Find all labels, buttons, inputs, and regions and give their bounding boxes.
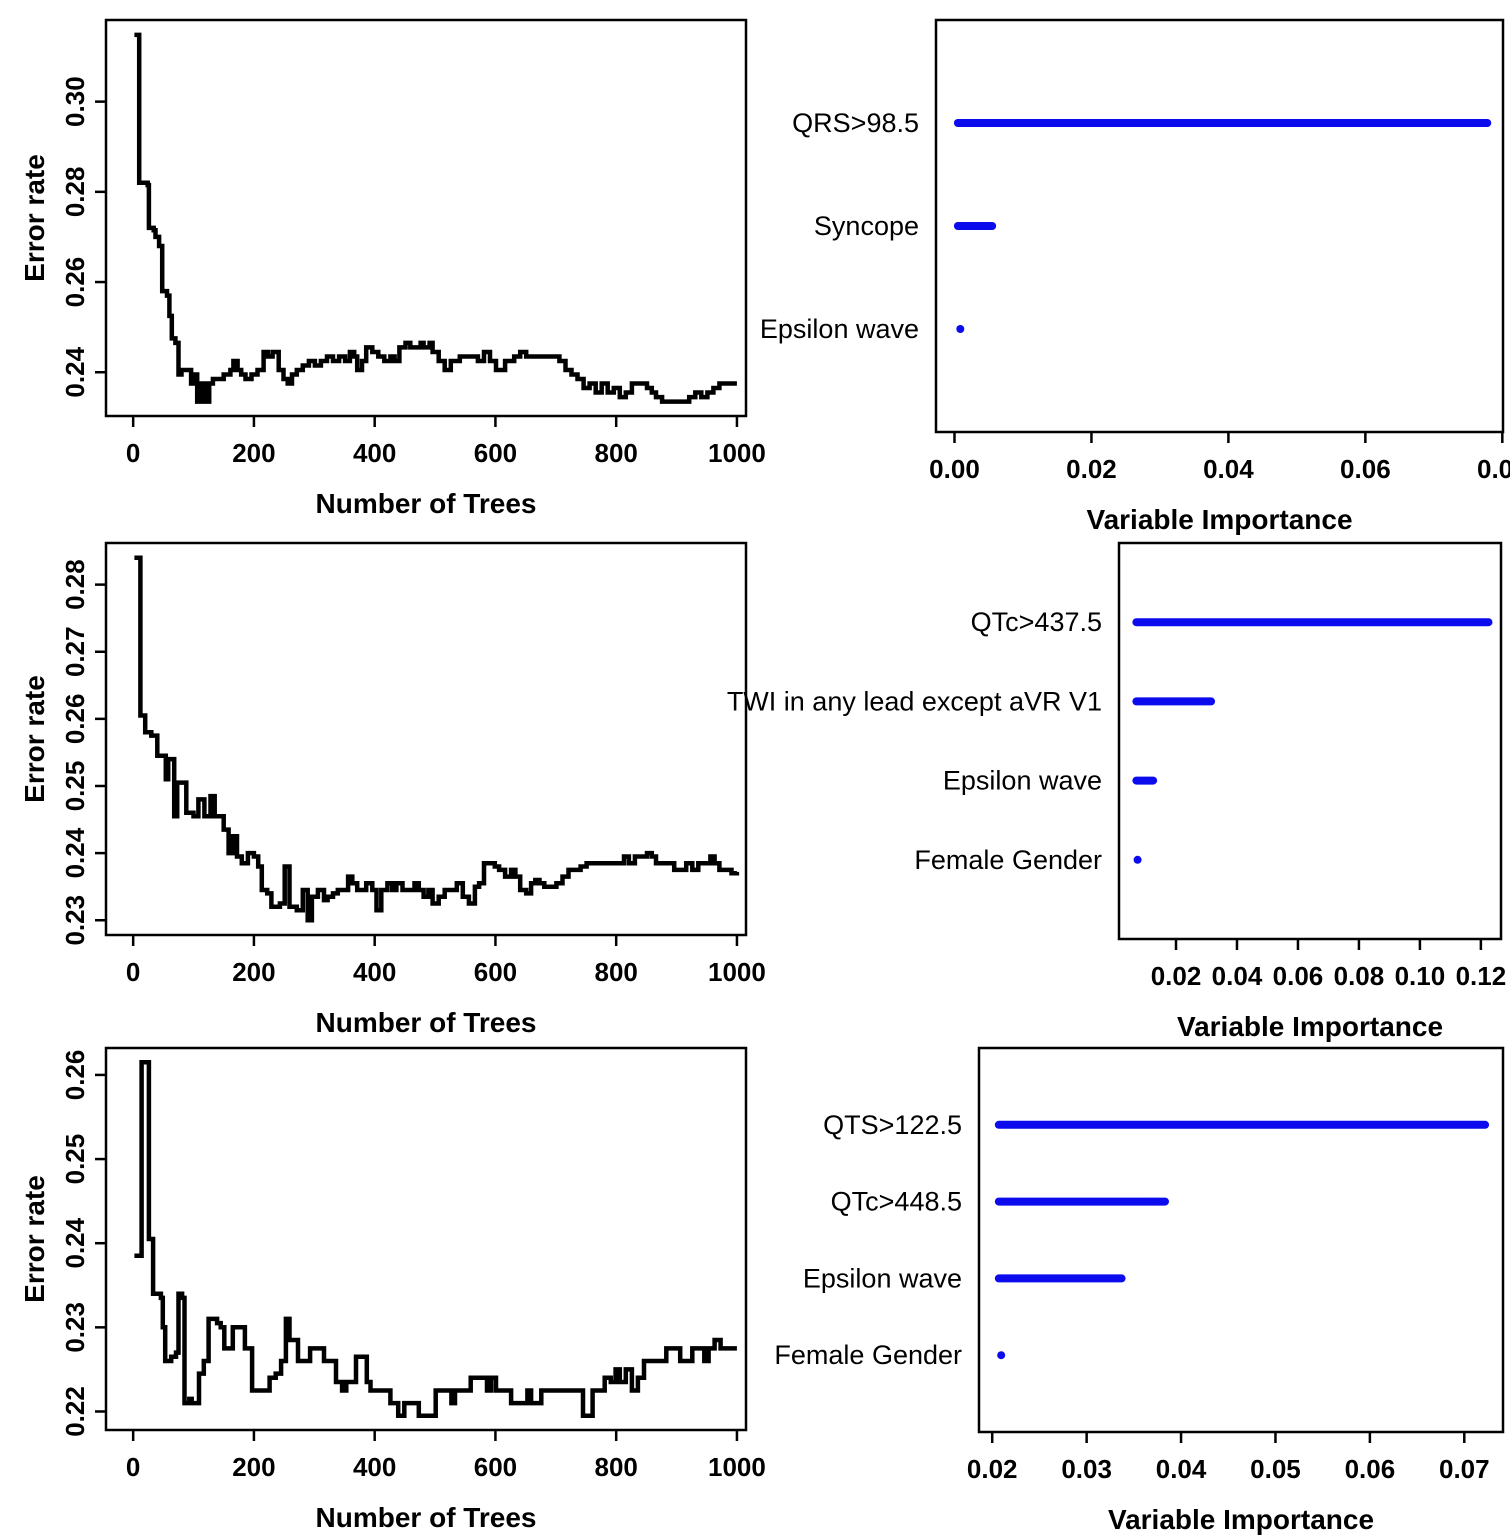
importance-item-label: Epsilon wave (803, 1263, 962, 1293)
x-tick-label: 400 (353, 1452, 396, 1482)
importance-item-label: QRS>98.5 (792, 108, 919, 138)
y-axis-label: Error rate (19, 1175, 50, 1303)
y-tick-label: 0.23 (60, 895, 90, 946)
error-rate-line (134, 1060, 737, 1418)
importance-dot (1133, 855, 1142, 864)
y-tick-label: 0.26 (60, 257, 90, 308)
x-tick-label: 800 (594, 438, 637, 468)
x-tick-label: 600 (474, 438, 517, 468)
importance-item-label: Epsilon wave (943, 766, 1102, 796)
x-tick-label: 0.04 (1203, 454, 1254, 484)
importance-item-label: Epsilon wave (760, 314, 919, 344)
panel-error-rate-1: 0.24 0.26 0.28 0.30 0 200 400 600 800 1000 Number … (0, 0, 766, 519)
variable-importance-chart-3: 0.02 0.03 0.04 0.05 0.06 0.07 Variable Importa… (774, 1046, 1505, 1535)
x-tick-label: 0.02 (1151, 961, 1202, 991)
plot-box (104, 541, 748, 937)
importance-item-label: QTc>437.5 (971, 607, 1102, 637)
x-tick-label: 0.06 (1345, 1454, 1396, 1484)
x-tick-label: 0 (126, 438, 140, 468)
x-tick-label: 400 (353, 957, 396, 987)
x-tick-label: 600 (474, 1452, 517, 1482)
x-tick-label: 0.02 (967, 1454, 1018, 1484)
x-tick-label: 200 (232, 438, 275, 468)
y-tick-label: 0.26 (60, 694, 90, 745)
x-axis-label: Variable Importance (1177, 1011, 1443, 1042)
panel-error-rate-2: 0.23 0.24 0.25 0.26 0.27 0.28 0 200 400 600 800 100… (0, 512, 766, 1038)
x-tick-label: 1000 (708, 1452, 766, 1482)
x-tick-label: 0.04 (1156, 1454, 1207, 1484)
x-tick-label: 800 (594, 957, 637, 987)
y-tick-label: 0.26 (60, 1050, 90, 1101)
y-tick-label: 0.28 (60, 559, 90, 610)
x-tick-label: 0 (126, 957, 140, 987)
panel-variable-importance-1: 0.00 0.02 0.04 0.06 0.08 Variable Importance Q… (755, 0, 1510, 535)
x-tick-label: 0.10 (1395, 961, 1446, 991)
importance-item-label: QTS>122.5 (823, 1110, 962, 1140)
importance-dot (956, 325, 965, 333)
plot-box (934, 18, 1505, 434)
y-tick-label: 0.25 (60, 1134, 90, 1185)
x-tick-label: 0.06 (1273, 961, 1324, 991)
x-tick-label: 1000 (708, 957, 766, 987)
y-tick-label: 0.30 (60, 76, 90, 127)
importance-item-label: Female Gender (914, 845, 1102, 875)
plot-box (1117, 541, 1503, 941)
error-rate-chart-1: 0.24 0.26 0.28 0.30 0 200 400 600 800 1000 Number … (19, 18, 766, 519)
x-axis-label: Number of Trees (316, 1502, 537, 1533)
error-rate-line (134, 555, 740, 923)
x-axis-label: Variable Importance (1108, 1504, 1374, 1535)
x-tick-label: 200 (232, 957, 275, 987)
importance-item-label: Female Gender (774, 1340, 962, 1370)
y-tick-label: 0.24 (60, 827, 90, 878)
x-axis-label: Number of Trees (316, 488, 537, 519)
error-rate-chart-3: 0.22 0.23 0.24 0.25 0.26 0 200 400 600 800 1000 Num… (19, 1046, 766, 1533)
plot-box (104, 1046, 748, 1432)
y-tick-label: 0.22 (60, 1386, 90, 1437)
y-axis-label: Error rate (19, 675, 50, 803)
variable-importance-chart-2: 0.02 0.04 0.06 0.08 0.10 0.12 Variable Importa… (727, 541, 1507, 1042)
x-tick-label: 0 (126, 1452, 140, 1482)
importance-item-label: Syncope (814, 211, 919, 241)
y-tick-label: 0.24 (60, 1217, 90, 1268)
y-tick-label: 0.25 (60, 761, 90, 812)
x-tick-label: 0.07 (1439, 1454, 1490, 1484)
y-axis-label: Error rate (19, 154, 50, 282)
importance-item-label: QTc>448.5 (831, 1187, 962, 1217)
plot-box (977, 1046, 1505, 1434)
x-axis-label: Variable Importance (1086, 504, 1352, 535)
x-tick-label: 0.02 (1066, 454, 1117, 484)
x-tick-label: 0.05 (1250, 1454, 1301, 1484)
x-tick-label: 0.00 (929, 454, 980, 484)
x-axis-label: Number of Trees (316, 1007, 537, 1038)
panel-variable-importance-2: 0.02 0.04 0.06 0.08 0.10 0.12 Variable Importa… (727, 512, 1510, 1042)
x-tick-label: 200 (232, 1452, 275, 1482)
y-tick-label: 0.24 (60, 346, 90, 397)
importance-item-label: TWI in any lead except aVR V1 (727, 686, 1102, 716)
y-tick-label: 0.27 (60, 626, 90, 677)
x-tick-label: 800 (594, 1452, 637, 1482)
error-rate-chart-2: 0.23 0.24 0.25 0.26 0.27 0.28 0 200 400 600 800 100… (19, 541, 766, 1038)
importance-dot (997, 1351, 1006, 1360)
x-tick-label: 600 (474, 957, 517, 987)
y-tick-label: 0.28 (60, 167, 90, 218)
variable-importance-chart-1: 0.00 0.02 0.04 0.06 0.08 Variable Importance Q… (760, 18, 1510, 535)
x-tick-label: 1000 (708, 438, 766, 468)
panel-variable-importance-3: 0.02 0.03 0.04 0.05 0.06 0.07 Variable Importa… (755, 1024, 1510, 1536)
panel-error-rate-3: 0.22 0.23 0.24 0.25 0.26 0 200 400 600 800 1000 Num… (0, 1024, 766, 1536)
x-tick-label: 400 (353, 438, 396, 468)
x-tick-label: 0.08 (1477, 454, 1510, 484)
x-tick-label: 0.04 (1212, 961, 1263, 991)
y-tick-label: 0.23 (60, 1302, 90, 1353)
x-tick-label: 0.12 (1456, 961, 1507, 991)
plot-box (104, 18, 748, 418)
error-rate-line (134, 32, 737, 404)
x-tick-label: 0.06 (1340, 454, 1391, 484)
x-tick-label: 0.03 (1061, 1454, 1112, 1484)
x-tick-label: 0.08 (1334, 961, 1385, 991)
